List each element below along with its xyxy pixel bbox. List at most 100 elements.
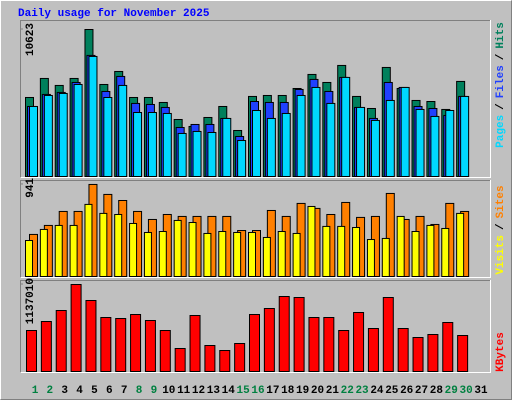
bar xyxy=(248,231,256,278)
bar xyxy=(100,317,112,373)
x-tick-label: 9 xyxy=(151,385,158,397)
bar xyxy=(356,106,366,177)
legend-separator: / xyxy=(495,53,507,60)
bar xyxy=(415,108,425,177)
x-tick-label: 15 xyxy=(237,385,251,397)
bar xyxy=(84,203,93,277)
bar xyxy=(442,322,454,372)
chart-title: Daily usage for November 2025 xyxy=(18,8,210,20)
bar xyxy=(118,84,128,177)
bar xyxy=(326,102,336,177)
bar xyxy=(411,231,420,277)
bar xyxy=(381,237,390,278)
bar xyxy=(129,222,138,277)
x-tick-label: 5 xyxy=(91,385,98,397)
bar xyxy=(43,94,53,177)
bar xyxy=(144,320,156,373)
x-tick-label: 26 xyxy=(400,385,413,397)
x-tick-label: 25 xyxy=(385,385,399,397)
bar xyxy=(441,227,450,277)
x-tick-label: 23 xyxy=(355,385,369,397)
x-tick-label: 30 xyxy=(460,385,473,397)
bar xyxy=(218,231,227,277)
bar xyxy=(147,112,157,178)
bar xyxy=(445,109,455,177)
x-tick-label: 24 xyxy=(370,385,384,397)
bar xyxy=(396,215,405,277)
bar xyxy=(338,330,350,373)
bar xyxy=(352,226,361,277)
bar xyxy=(70,284,82,373)
bar xyxy=(341,76,351,177)
bar xyxy=(456,212,465,277)
bar xyxy=(252,109,261,177)
bar xyxy=(26,330,37,373)
x-tick-label: 8 xyxy=(136,385,143,397)
x-tick-label: 3 xyxy=(61,385,68,397)
bar xyxy=(222,117,232,177)
x-tick-label: 19 xyxy=(296,385,309,397)
x-tick-label: 12 xyxy=(192,385,205,397)
bar xyxy=(115,318,127,373)
bar xyxy=(162,112,172,177)
bar xyxy=(114,213,123,277)
bar xyxy=(192,130,202,178)
legend: Pages / Files / Hits xyxy=(495,22,507,148)
bar xyxy=(234,343,246,373)
bar xyxy=(133,112,143,178)
x-tick-label: 10 xyxy=(162,385,175,397)
legend-entry: Sites xyxy=(495,185,507,218)
bar xyxy=(204,345,216,372)
bar xyxy=(219,350,231,373)
bar xyxy=(460,95,470,177)
bar xyxy=(173,219,182,277)
x-tick-label: 18 xyxy=(281,385,295,397)
bar xyxy=(367,328,379,372)
bar xyxy=(266,117,276,177)
panel-frame xyxy=(20,20,491,178)
bar xyxy=(296,94,306,177)
x-tick-label: 13 xyxy=(207,385,221,397)
x-tick-label: 2 xyxy=(47,385,54,397)
bar xyxy=(426,224,435,278)
bar xyxy=(40,321,52,373)
bar xyxy=(54,224,63,278)
bar xyxy=(29,105,38,177)
legend-entry: Files xyxy=(495,65,507,98)
bar xyxy=(130,314,142,373)
legend-entry: Hits xyxy=(495,22,507,48)
bar xyxy=(366,239,375,277)
panel-frame xyxy=(20,180,491,278)
bar xyxy=(174,347,186,372)
bar xyxy=(262,236,271,278)
bar xyxy=(207,131,217,177)
x-tick-label: 17 xyxy=(266,385,279,397)
bar xyxy=(337,225,346,278)
x-tick-label: 16 xyxy=(251,385,264,397)
bar xyxy=(73,83,83,177)
bar xyxy=(88,55,98,177)
bar xyxy=(292,232,301,278)
x-tick-label: 1 xyxy=(32,385,39,397)
panel-frame xyxy=(20,20,491,178)
bar xyxy=(58,92,68,177)
bar xyxy=(281,112,291,177)
bar xyxy=(188,222,197,277)
bar xyxy=(143,231,152,278)
x-tick-label: 29 xyxy=(445,385,458,397)
bar xyxy=(457,334,469,372)
bar xyxy=(69,224,78,278)
bar xyxy=(278,296,290,372)
bar xyxy=(430,115,440,177)
legend: KBytes xyxy=(495,332,507,372)
bar xyxy=(385,192,395,278)
bar xyxy=(382,297,394,373)
x-tick-label: 21 xyxy=(326,385,340,397)
bar xyxy=(400,86,410,177)
bar xyxy=(189,315,201,372)
bar xyxy=(237,140,247,178)
bar xyxy=(385,99,395,177)
bar xyxy=(103,96,113,177)
panel-frame xyxy=(20,280,491,373)
